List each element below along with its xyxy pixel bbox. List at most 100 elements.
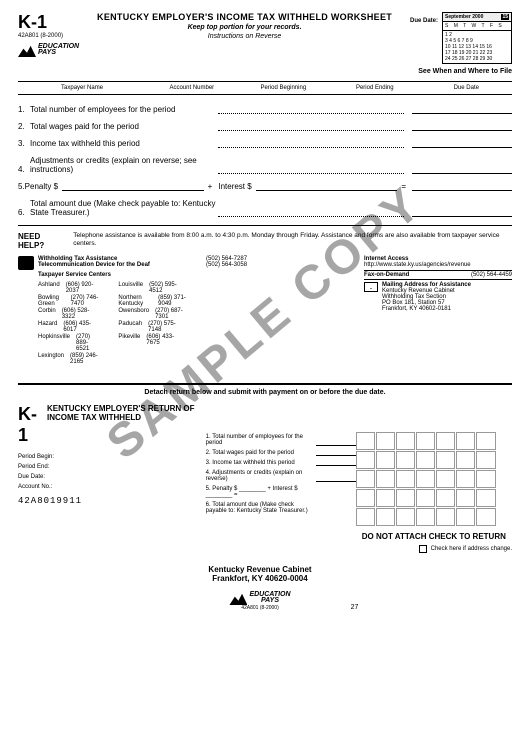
cabinet-name: Kentucky Revenue Cabinet [179, 565, 340, 574]
interest-label: Interest $ [218, 182, 251, 191]
tdd-phone: (502) 564-3058 [206, 262, 354, 268]
cabinet-addr: Frankfort, KY 40620-0004 [179, 574, 340, 583]
interest-input[interactable] [256, 190, 398, 191]
internet-url: http://www.state.ky.us/agencies/revenue [364, 262, 512, 268]
bf-l2-input[interactable] [316, 455, 356, 456]
line-3-amount[interactable] [412, 147, 512, 148]
education-pays-logo: EDUCATION PAYS [18, 43, 79, 57]
line-3-label: Income tax withheld this period [30, 139, 216, 148]
center-city: Louisville [118, 282, 143, 294]
cabinet-address: Kentucky Revenue Cabinet Frankfort, KY 4… [179, 565, 340, 611]
line-2-amount[interactable] [412, 130, 512, 131]
line-6-amount[interactable] [412, 216, 512, 217]
bf-l3-input[interactable] [316, 465, 356, 466]
fax-phone: (502) 564-4459 [471, 272, 512, 278]
line-4: 4.Adjustments or credits (explain on rev… [18, 156, 512, 174]
center-phone: (502) 595-4512 [149, 282, 186, 294]
penalty-label: Penalty $ [25, 182, 58, 191]
address-change-label: Check here if address change. [431, 546, 512, 552]
cal-flag: 15 [501, 14, 509, 20]
phone-icon [18, 256, 34, 270]
cal-row: 24 25 26 27 28 29 30 [445, 56, 509, 62]
center-city: Corbin [38, 308, 56, 320]
line-4-amount[interactable] [412, 173, 512, 174]
bf-l1: 1. Total number of employees for the per… [206, 434, 316, 446]
bf-l3: 3. Income tax withheld this period [206, 460, 316, 466]
need-help-label: NEED HELP? [18, 232, 67, 250]
bottom-form-code: 42A801 (8-2000) [241, 605, 279, 611]
line-1-label: Total number of employees for the period [30, 105, 216, 114]
form-id-block: K-1 42A801 (8-2000) EDUCATION PAYS [18, 12, 79, 57]
center-phone: (270) 746-7470 [71, 295, 99, 307]
calendar: September 2000 15 S M T W T F S 1 2 3 4 … [442, 12, 512, 64]
center-phone: (859) 246-2165 [70, 353, 98, 365]
line-3: 3.Income tax withheld this period [18, 139, 512, 148]
period-end-label: Period End: [18, 464, 206, 470]
line-6: 6.Total amount due (Make check payable t… [18, 199, 512, 217]
title-block: KENTUCKY EMPLOYER'S INCOME TAX WITHHELD … [79, 12, 410, 40]
subtitle: Keep top portion for your records. [79, 24, 410, 31]
fax-title: Fax-on-Demand [364, 272, 409, 278]
center-phone: (270) 575-7148 [148, 321, 186, 333]
line-2: 2.Total wages paid for the period [18, 122, 512, 131]
center-phone: (859) 371-9049 [158, 295, 186, 307]
form-id: K-1 [18, 12, 79, 33]
plus-sign: + [208, 182, 213, 191]
main-title: KENTUCKY EMPLOYER'S INCOME TAX WITHHELD … [79, 12, 410, 22]
line-1-amount[interactable] [412, 113, 512, 114]
bf-l4-input[interactable] [316, 481, 356, 482]
help-text: Telephone assistance is available from 8… [73, 232, 512, 250]
mountain-icon [18, 43, 36, 57]
penalty-input[interactable] [62, 190, 204, 191]
detach-instruction: Detach return below and submit with paym… [18, 383, 512, 396]
logo-line2: PAYS [249, 598, 290, 604]
page-number: 27 [341, 604, 512, 611]
bottom-due-date-label: Due Date: [18, 474, 206, 480]
bf-l2: 2. Total wages paid for the period [206, 450, 316, 456]
col-due-date: Due Date [421, 85, 512, 91]
period-begin-label: Period Begin: [18, 454, 206, 460]
cal-month: September 2000 [445, 14, 483, 20]
amount-entry-grid [356, 432, 512, 526]
center-city: Owensboro [118, 308, 149, 320]
form-code: 42A801 (8-2000) [18, 33, 79, 39]
center-city: Bowling Green [38, 295, 65, 307]
see-where-note: See When and Where to File [18, 68, 512, 75]
center-phone: (606) 920-2037 [66, 282, 99, 294]
logo-line2: PAYS [38, 50, 79, 56]
bf-l4: 4. Adjustments or credits (explain on re… [206, 470, 316, 482]
no-attach-warning: DO NOT ATTACH CHECK TO RETURN [356, 532, 512, 541]
bf-l1-input[interactable] [316, 445, 356, 446]
bottom-form-id: K-1 [18, 404, 37, 446]
centers-col-1: Ashland(606) 920-2037 Bowling Green(270)… [38, 282, 98, 365]
due-date-label: Due Date: [410, 18, 438, 24]
account-code: 42A8019911 [18, 496, 206, 506]
center-phone: (606) 528-3322 [62, 308, 99, 320]
center-city: Pikeville [118, 334, 140, 346]
address-change-checkbox[interactable] [419, 545, 427, 553]
cal-body: 1 2 3 4 5 6 7 8 9 10 11 12 13 14 15 16 1… [443, 31, 511, 63]
center-city: Hopkinsville [38, 334, 70, 352]
mountain-icon [229, 591, 247, 605]
line-6-label: Total amount due (Make check payable to:… [30, 199, 216, 217]
bf-l6: 6. Total amount due (Make check payable … [206, 502, 316, 514]
centers-col-2: Louisville(502) 595-4512 Northern Kentuc… [118, 282, 186, 365]
center-phone: (270) 687-7301 [155, 308, 186, 320]
col-period-begin: Period Beginning [238, 85, 329, 91]
line-5: 5. Penalty $ + Interest $ = [18, 182, 512, 191]
envelope-icon [364, 282, 378, 292]
line-4-label: Adjustments or credits (explain on rever… [30, 156, 216, 174]
line-5-amount[interactable] [412, 190, 512, 191]
line-1: 1.Total number of employees for the peri… [18, 105, 512, 114]
center-phone: (270) 889-6521 [76, 334, 98, 352]
center-phone: (606) 435-6017 [63, 321, 98, 333]
tdd-title: Telecommunication Device for the Deaf [38, 262, 186, 268]
cal-days-header: S M T W T F S [443, 22, 511, 31]
center-city: Paducah [118, 321, 142, 333]
field-header-row: Taxpayer Name Account Number Period Begi… [18, 81, 512, 95]
mailing-line: Frankfort, KY 40602-0181 [382, 306, 471, 312]
account-no-label: Account No.: [18, 484, 206, 490]
col-period-end: Period Ending [329, 85, 420, 91]
center-city: Lexington [38, 353, 64, 365]
bottom-title: KENTUCKY EMPLOYER'S RETURN OF INCOME TAX… [47, 404, 206, 422]
